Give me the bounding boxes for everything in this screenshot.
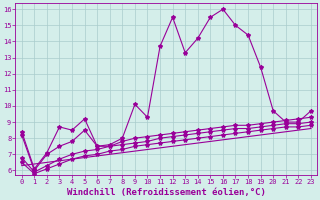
X-axis label: Windchill (Refroidissement éolien,°C): Windchill (Refroidissement éolien,°C) <box>67 188 266 197</box>
